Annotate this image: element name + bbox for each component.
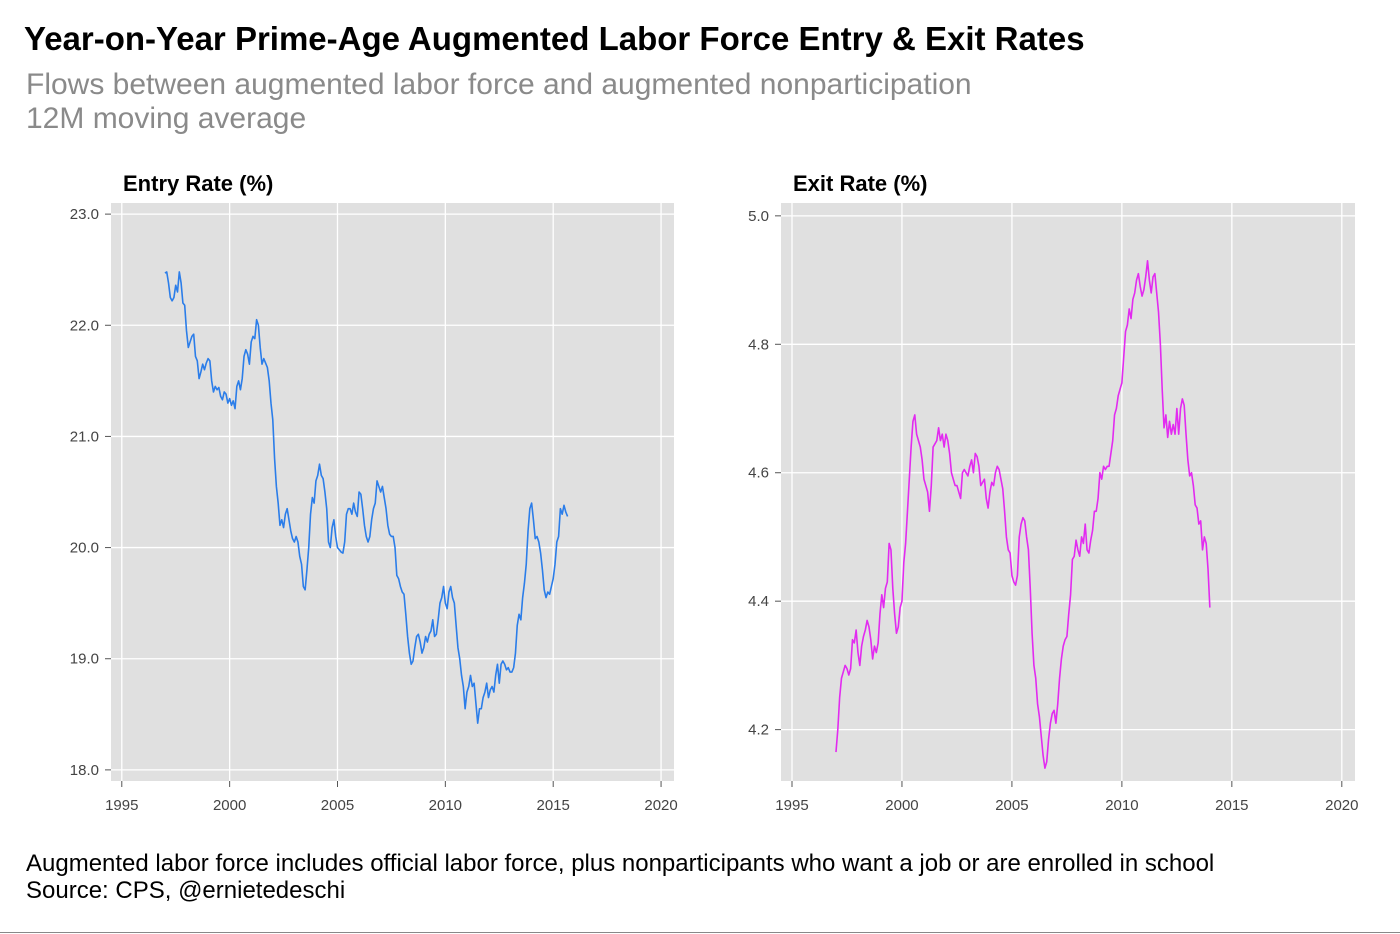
entry-y-tick-label: 23.0 [70,206,99,223]
exit-x-tick-label: 2000 [885,797,918,814]
entry-x-tick-label: 2015 [537,797,570,814]
exit-y-tick-label: 4.6 [748,465,769,482]
chart-subtitle-line-2: 12M moving average [26,102,307,135]
footnote-definition: Augmented labor force includes official … [26,850,1215,877]
entry-x-tick-label: 2020 [644,797,677,814]
chart-subtitle-line-1: Flows between augmented labor force and … [26,68,972,101]
exit-y-tick-label: 4.2 [748,722,769,739]
exit-y-tick-label: 4.8 [748,336,769,353]
entry-x-tick-label: 2000 [213,797,246,814]
entry-y-tick-label: 19.0 [70,651,99,668]
entry-rate-series-line [164,271,569,725]
entry-x-tick-label: 2010 [429,797,462,814]
exit-x-tick-label: 1995 [775,797,808,814]
footnote-source: Source: CPS, @ernietedeschi [26,877,346,904]
entry-panel-title: Entry Rate (%) [123,171,273,196]
bottom-divider [0,932,1400,933]
chart-title: Year-on-Year Prime-Age Augmented Labor F… [24,20,1085,57]
exit-x-tick-label: 2010 [1105,797,1138,814]
entry-x-tick-label: 1995 [105,797,138,814]
entry-y-tick-label: 21.0 [70,428,99,445]
exit-panel-title: Exit Rate (%) [793,171,927,196]
exit-x-tick-label: 2015 [1215,797,1248,814]
entry-y-tick-label: 18.0 [70,762,99,779]
exit-plot-panel [781,203,1355,781]
entry-y-tick-label: 20.0 [70,540,99,557]
exit-y-tick-label: 5.0 [748,208,769,225]
exit-x-tick-label: 2020 [1325,797,1358,814]
entry-x-tick-label: 2005 [321,797,354,814]
entry-y-tick-label: 22.0 [70,317,99,334]
exit-rate-series-line [835,259,1211,769]
entry-plot-panel [111,203,674,781]
exit-y-tick-label: 4.4 [748,593,769,610]
exit-x-tick-label: 2005 [995,797,1028,814]
